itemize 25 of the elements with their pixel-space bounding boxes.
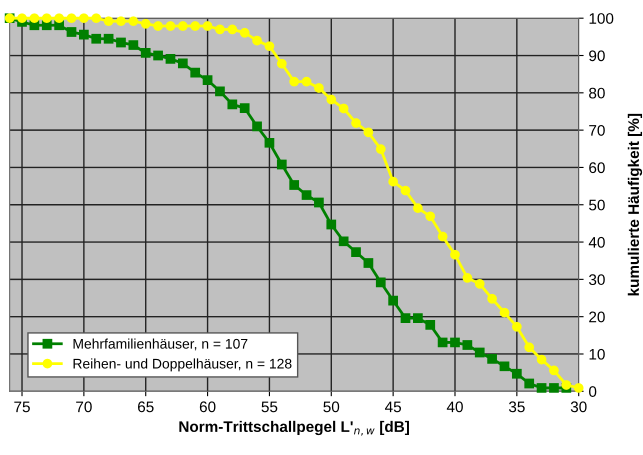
- legend-label: Reihen- und Doppelhäuser, n = 128: [74, 358, 292, 372]
- x-tick-label: 75: [14, 402, 30, 412]
- x-tick-label: 40: [446, 401, 463, 412]
- x-tick-label: 50: [323, 401, 340, 412]
- legend-label: Mehrfamilienhäuser, n = 107: [74, 338, 248, 350]
- x-tick-label: 45: [384, 402, 401, 412]
- x-tick-label: 55: [262, 402, 278, 412]
- y-tick-label: 100: [590, 13, 614, 24]
- y-tick-label: 0: [589, 386, 596, 397]
- y-axis-title: kumulierte Häufigkeit [%]: [628, 114, 642, 296]
- y-tick-label: 50: [589, 200, 605, 210]
- y-tick-label: 20: [589, 312, 605, 322]
- x-tick-label: 60: [200, 401, 216, 412]
- y-tick-label: 70: [589, 125, 605, 136]
- x-tick-label: 35: [508, 401, 525, 412]
- y-tick-label: 80: [589, 88, 605, 99]
- x-axis-title: Norm-Trittschallpegel L'$_{n,w}$ [dB]: [179, 420, 409, 436]
- y-tick-label: 60: [589, 162, 605, 174]
- y-tick-label: 40: [588, 236, 605, 248]
- x-tick-label: 65: [138, 401, 154, 412]
- y-tick-label: 30: [589, 274, 605, 286]
- x-tick-label: 70: [76, 401, 92, 412]
- y-tick-label: 10: [590, 348, 605, 360]
- y-tick-label: 90: [589, 50, 605, 62]
- x-tick-label: 30: [570, 401, 587, 412]
